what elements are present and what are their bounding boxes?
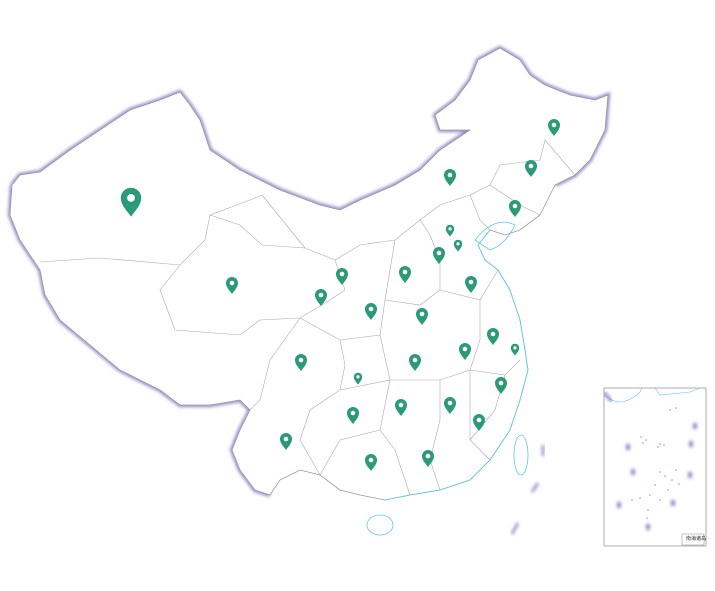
map-pin-icon	[422, 450, 434, 467]
map-pin-dot	[419, 311, 425, 317]
map-pin-dot	[368, 457, 374, 463]
map-marker-jilin[interactable]	[525, 160, 537, 177]
province-borders	[39, 139, 576, 496]
map-pin-icon	[353, 372, 363, 385]
inset-label: 南海诸岛	[686, 535, 706, 542]
map-marker-henan[interactable]	[416, 308, 428, 325]
map-pin-icon	[453, 239, 463, 252]
map-marker-qinghai[interactable]	[315, 289, 327, 306]
map-pin-icon	[347, 407, 359, 424]
map-pin-dot	[468, 279, 474, 285]
hainan-island	[366, 514, 394, 536]
map-pin-icon	[365, 454, 377, 471]
map-pin-dot	[476, 417, 482, 423]
bohai-sea	[474, 221, 516, 251]
map-pin-dot	[298, 357, 304, 363]
map-marker-zhejiang[interactable]	[495, 377, 507, 394]
map-pin-dot	[448, 227, 452, 231]
map-pin-dot	[229, 280, 235, 286]
map-pin-icon	[459, 343, 471, 360]
map-marker-xinjiang[interactable]	[120, 187, 142, 217]
map-pin-icon	[399, 266, 411, 283]
map-pin-dot	[425, 453, 431, 459]
map-marker-sichuan[interactable]	[295, 354, 307, 371]
map-marker-shandong[interactable]	[465, 276, 477, 293]
map-pin-dot	[528, 163, 534, 169]
map-pin-icon	[280, 433, 292, 450]
map-pin-icon	[548, 119, 560, 136]
map-pin-icon	[445, 224, 455, 237]
map-pin-dot	[447, 172, 453, 178]
map-pin-dot	[402, 269, 408, 275]
map-pin-dot	[412, 357, 418, 363]
map-pin-icon	[510, 343, 520, 356]
map-pin-icon	[525, 160, 537, 177]
map-pin-icon	[433, 247, 445, 264]
map-pin-dot	[127, 193, 135, 202]
map-marker-ningxia[interactable]	[365, 303, 377, 320]
map-pin-dot	[368, 306, 374, 312]
china-landmass	[9, 47, 609, 501]
map-pin-dot	[318, 292, 324, 298]
map-marker-jiangsu[interactable]	[487, 328, 499, 345]
map-pin-icon	[416, 308, 428, 325]
map-pin-dot	[283, 436, 289, 442]
map-pin-icon	[336, 268, 348, 285]
map-pin-icon	[473, 414, 485, 431]
map-marker-gansu[interactable]	[336, 268, 348, 285]
map-pin-dot	[436, 250, 442, 256]
map-pin-icon	[465, 276, 477, 293]
map-pin-icon	[487, 328, 499, 345]
map-marker-shanghai[interactable]	[510, 343, 520, 356]
markers	[120, 119, 560, 471]
map-pin-icon	[444, 169, 456, 186]
map-pin-icon	[495, 377, 507, 394]
country-outline	[7, 45, 611, 536]
map-marker-hunan[interactable]	[395, 399, 407, 416]
map-marker-guizhou[interactable]	[347, 407, 359, 424]
map-marker-yunnan[interactable]	[280, 433, 292, 450]
map-pin-dot	[339, 271, 345, 277]
map-marker-liaoning[interactable]	[509, 200, 521, 217]
map-marker-jiangxi[interactable]	[444, 397, 456, 414]
map-pin-icon	[226, 277, 238, 294]
map-marker-inner-mongolia[interactable]	[444, 169, 456, 186]
map-pin-dot	[356, 375, 360, 379]
map-pin-dot	[456, 242, 460, 246]
taiwan-island	[513, 434, 529, 476]
map-marker-anhui[interactable]	[459, 343, 471, 360]
map-pin-icon	[395, 399, 407, 416]
map-marker-tianjin[interactable]	[453, 239, 463, 252]
map-pin-dot	[513, 346, 517, 350]
map-marker-guangxi[interactable]	[365, 454, 377, 471]
map-marker-beijing[interactable]	[445, 224, 455, 237]
map-pin-icon	[120, 187, 142, 217]
map-marker-shanxi[interactable]	[399, 266, 411, 283]
map-pin-icon	[365, 303, 377, 320]
map-pin-icon	[295, 354, 307, 371]
map-pin-dot	[498, 380, 504, 386]
south-china-sea-inset[interactable]: 南海诸岛	[602, 387, 707, 547]
map-pin-dot	[462, 346, 468, 352]
sea-borderlines	[510, 445, 545, 535]
map-pin-icon	[315, 289, 327, 306]
map-pin-dot	[398, 402, 404, 408]
map-marker-guangdong[interactable]	[422, 450, 434, 467]
map-pin-icon	[509, 200, 521, 217]
map-pin-icon	[409, 354, 421, 371]
map-marker-fujian[interactable]	[473, 414, 485, 431]
map-pin-icon	[444, 397, 456, 414]
map-marker-hebei[interactable]	[433, 247, 445, 264]
map-pin-dot	[350, 410, 356, 416]
map-marker-tibet[interactable]	[226, 277, 238, 294]
coastline	[384, 229, 529, 501]
map-pin-dot	[551, 122, 557, 128]
map-pin-dot	[512, 203, 518, 209]
map-pin-dot	[490, 331, 496, 337]
map-marker-hubei[interactable]	[409, 354, 421, 371]
map-marker-heilongjiang[interactable]	[548, 119, 560, 136]
map-marker-chongqing[interactable]	[353, 372, 363, 385]
map-pin-dot	[447, 400, 453, 406]
